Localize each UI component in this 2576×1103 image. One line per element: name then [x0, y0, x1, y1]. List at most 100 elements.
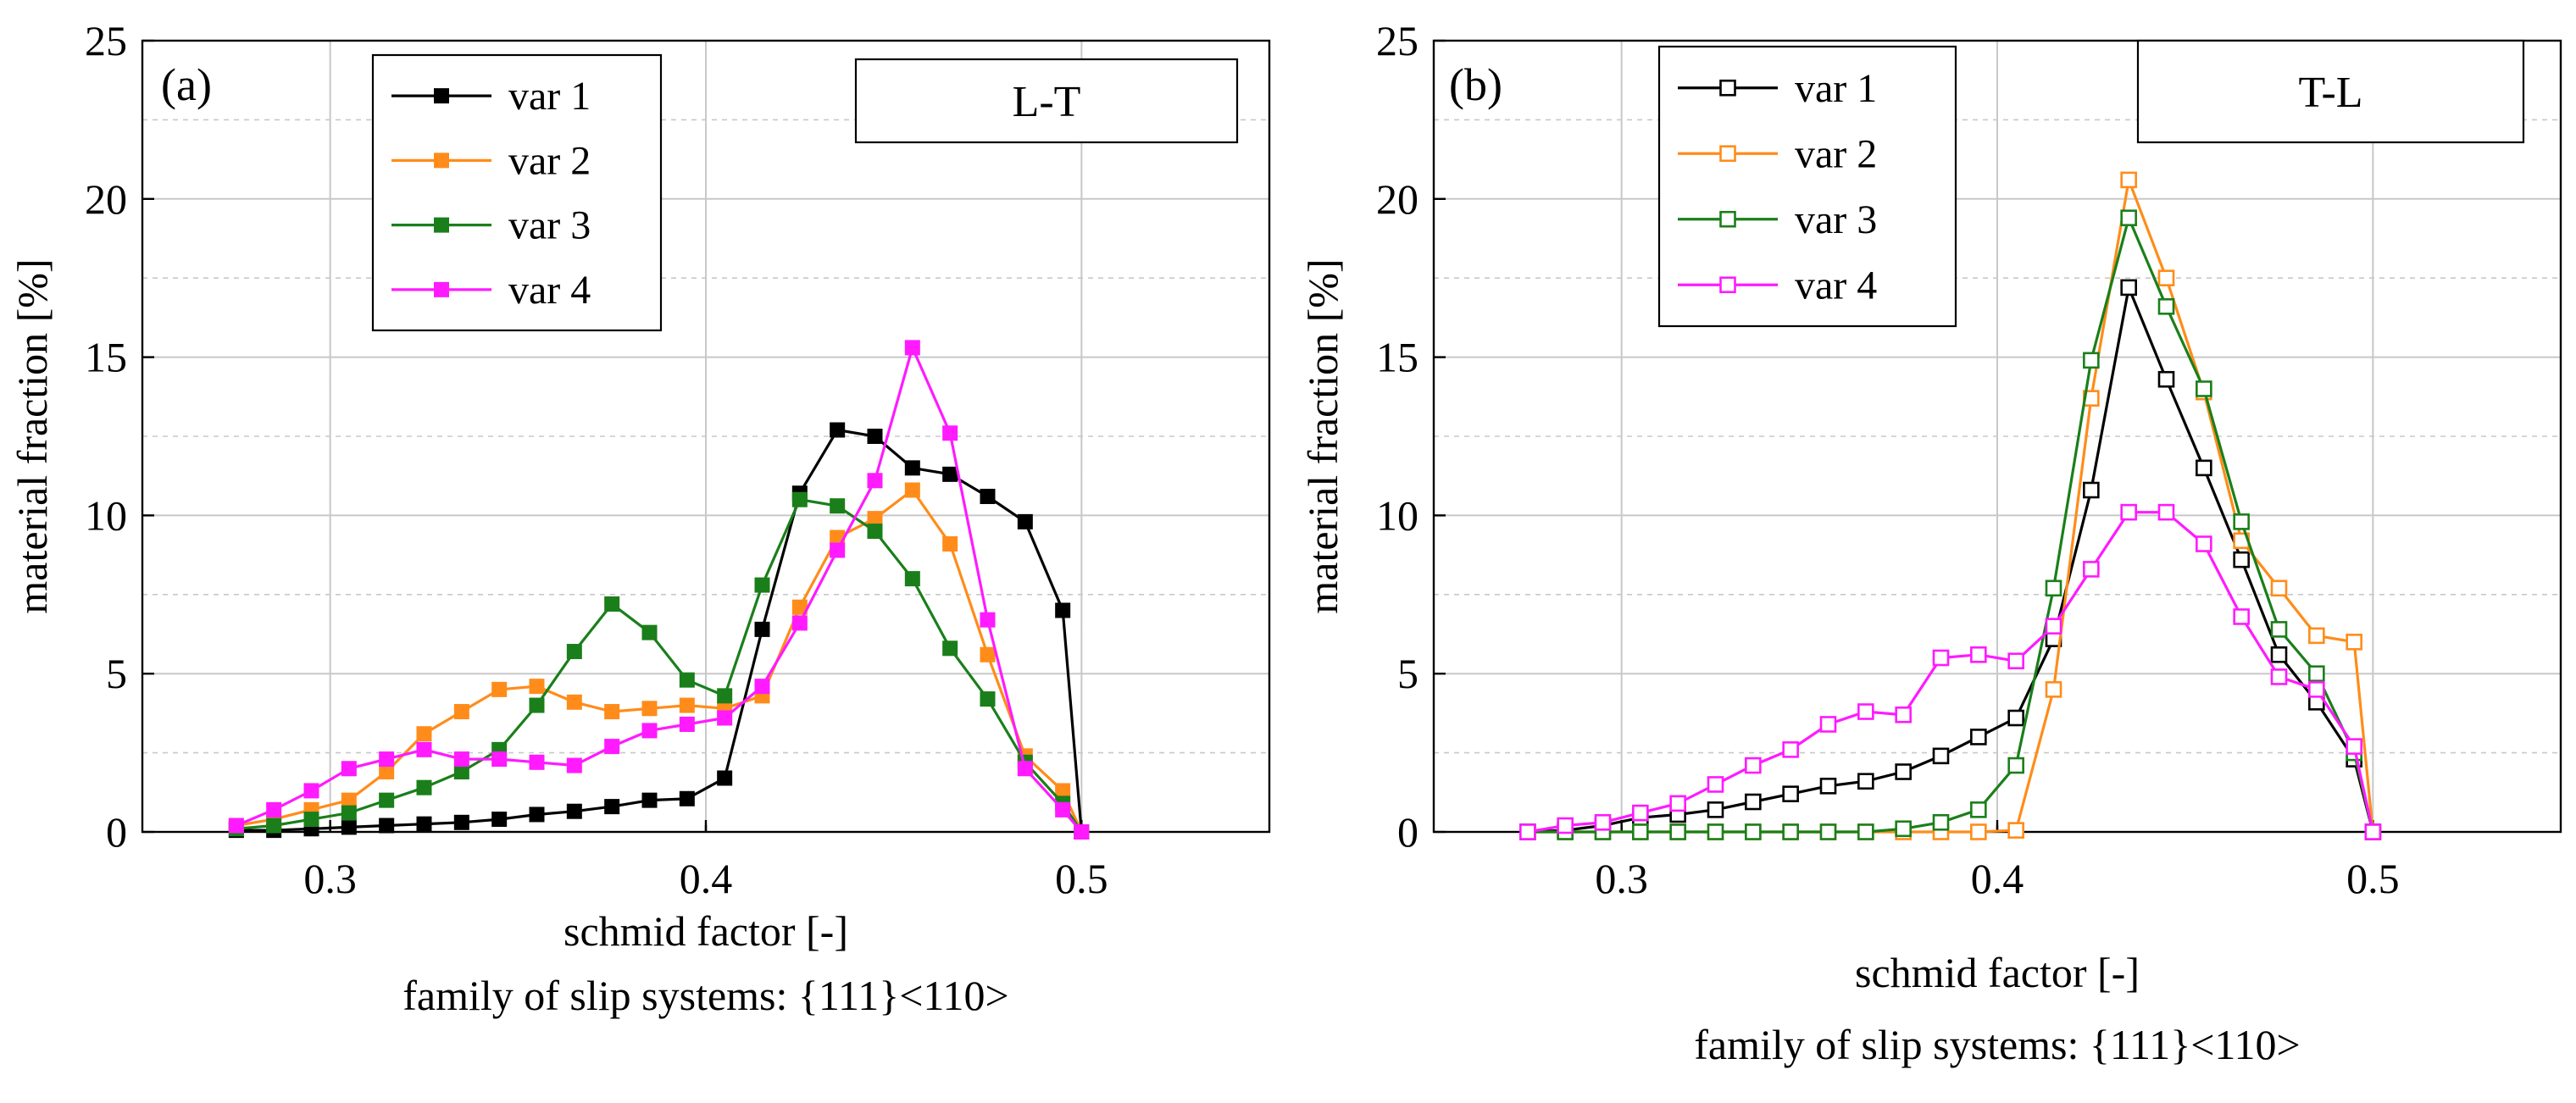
- data-point-marker: [830, 422, 846, 438]
- data-point-marker: [1932, 747, 1950, 765]
- y-tick-label: 5: [1397, 650, 1418, 697]
- series-line: [236, 428, 1083, 833]
- data-point-marker: [717, 710, 733, 726]
- x-tick-label: 0.4: [1971, 855, 2024, 902]
- data-point-marker: [1745, 793, 1762, 811]
- data-point-marker: [1707, 801, 1724, 818]
- data-point-marker: [529, 754, 545, 770]
- series-var-3: [1519, 209, 2382, 840]
- data-point-marker: [1707, 776, 1724, 793]
- series-var-4: [1519, 503, 2382, 840]
- series-var-4: [228, 340, 1090, 840]
- data-point-marker: [2157, 269, 2175, 287]
- data-point-marker: [1055, 801, 1071, 818]
- data-point-marker: [2196, 535, 2212, 552]
- x-tick-label: 0.3: [1595, 855, 1648, 902]
- data-point-marker: [1669, 823, 1686, 840]
- legend-entry-label: var 2: [508, 138, 591, 183]
- data-point-marker: [303, 812, 319, 828]
- panel-b-y-axis-label: material fraction [%]: [1299, 258, 1346, 613]
- y-tick-label: 20: [1376, 175, 1418, 223]
- legend-marker: [434, 152, 449, 169]
- data-point-marker: [1632, 804, 1649, 822]
- chart-panel-a: 0 5 10 15 20 25 0.3 0.4 0.5 material fraction [%]…: [8, 17, 1271, 1019]
- data-point-marker: [2007, 652, 2024, 670]
- y-tick-label: 15: [85, 334, 127, 381]
- data-point-marker: [604, 596, 620, 612]
- data-point-marker: [2007, 822, 2024, 839]
- y-tick-label: 10: [85, 491, 127, 539]
- data-point-marker: [2233, 551, 2250, 568]
- data-point-marker: [566, 644, 582, 660]
- data-point-marker: [2083, 352, 2100, 369]
- x-tick-label: 0.4: [680, 855, 733, 902]
- legend-marker: [434, 217, 449, 233]
- panel-b-orientation-label: T-L: [2298, 69, 2362, 117]
- panel-b-grid: [1434, 41, 2561, 832]
- data-point-marker: [1055, 602, 1071, 618]
- data-point-marker: [1519, 823, 1536, 840]
- data-point-marker: [228, 818, 244, 834]
- y-tick-label: 0: [1397, 808, 1418, 856]
- data-point-marker: [1017, 761, 1033, 777]
- legend-marker: [1719, 79, 1736, 97]
- data-point-marker: [2196, 380, 2212, 397]
- data-point-marker: [1895, 763, 1912, 780]
- data-point-marker: [1074, 824, 1090, 840]
- data-point-marker: [2270, 646, 2288, 663]
- data-point-marker: [341, 819, 357, 835]
- data-point-marker: [604, 799, 620, 815]
- data-point-marker: [341, 761, 357, 777]
- panel-b-label: (b): [1449, 59, 1502, 110]
- legend-marker: [1719, 210, 1736, 228]
- data-point-marker: [379, 818, 395, 834]
- data-point-marker: [1970, 823, 1987, 840]
- data-point-marker: [2120, 171, 2137, 189]
- data-point-marker: [2045, 681, 2062, 698]
- data-point-marker: [641, 624, 658, 640]
- data-point-marker: [1857, 703, 1874, 720]
- data-point-marker: [754, 577, 770, 593]
- data-point-marker: [1819, 823, 1837, 840]
- data-point-marker: [2157, 370, 2175, 388]
- data-point-marker: [566, 803, 582, 819]
- data-point-marker: [2157, 298, 2175, 315]
- data-point-marker: [1782, 823, 1799, 840]
- panel-a-legend: var 1 var 2 var 3 var 4: [371, 53, 663, 332]
- data-point-marker: [942, 640, 958, 657]
- data-point-marker: [942, 425, 958, 441]
- data-point-marker: [942, 536, 958, 552]
- data-point-marker: [1017, 513, 1033, 529]
- data-point-marker: [904, 571, 920, 587]
- data-point-marker: [1970, 729, 1987, 745]
- data-point-marker: [2083, 561, 2100, 578]
- data-point-marker: [2120, 503, 2137, 521]
- panel-b-x-axis-label: schmid factor [-]: [1855, 949, 2140, 996]
- legend-box: [1657, 45, 1957, 328]
- data-point-marker: [1857, 823, 1874, 840]
- data-point-marker: [416, 816, 432, 832]
- x-tick-label: 0.5: [1055, 855, 1108, 902]
- data-point-marker: [2308, 681, 2325, 698]
- data-point-marker: [904, 482, 920, 498]
- data-point-marker: [416, 779, 432, 795]
- data-point-marker: [830, 498, 846, 514]
- panel-b-x-axis-sublabel: family of slip systems: {111}<110>: [1694, 1021, 2300, 1068]
- data-point-marker: [980, 646, 996, 662]
- data-point-marker: [867, 473, 883, 489]
- data-point-marker: [529, 697, 545, 713]
- legend-marker: [1719, 145, 1736, 163]
- data-point-marker: [980, 488, 996, 504]
- data-point-marker: [2120, 279, 2137, 297]
- legend-marker: [434, 281, 449, 297]
- data-point-marker: [529, 679, 545, 695]
- data-point-marker: [566, 757, 582, 773]
- data-point-marker: [2270, 621, 2288, 638]
- data-point-marker: [717, 688, 733, 704]
- data-point-marker: [2233, 608, 2250, 625]
- panel-a-label: (a): [161, 59, 212, 110]
- data-point-marker: [1857, 773, 1874, 790]
- data-point-marker: [2007, 709, 2024, 727]
- data-point-marker: [904, 340, 920, 356]
- data-point-marker: [1745, 757, 1762, 774]
